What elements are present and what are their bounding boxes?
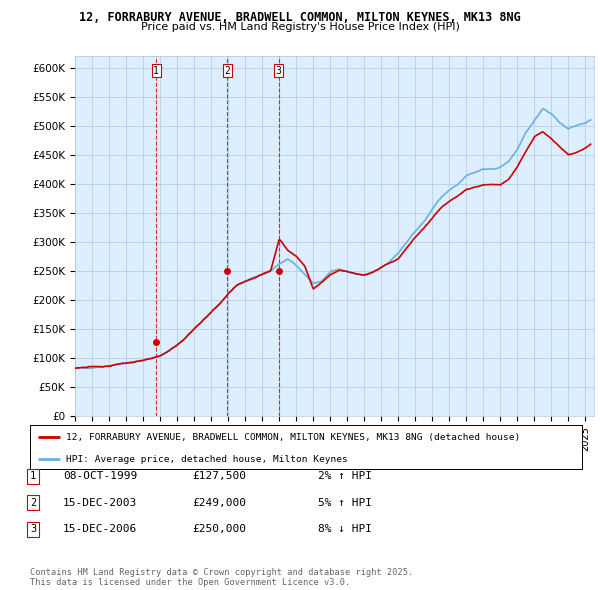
Text: Price paid vs. HM Land Registry's House Price Index (HPI): Price paid vs. HM Land Registry's House … — [140, 22, 460, 32]
Text: £249,000: £249,000 — [192, 498, 246, 507]
Text: 12, FORRABURY AVENUE, BRADWELL COMMON, MILTON KEYNES, MK13 8NG (detached house): 12, FORRABURY AVENUE, BRADWELL COMMON, M… — [66, 432, 520, 442]
Text: 12, FORRABURY AVENUE, BRADWELL COMMON, MILTON KEYNES, MK13 8NG: 12, FORRABURY AVENUE, BRADWELL COMMON, M… — [79, 11, 521, 24]
Text: 15-DEC-2006: 15-DEC-2006 — [63, 525, 137, 534]
Text: HPI: Average price, detached house, Milton Keynes: HPI: Average price, detached house, Milt… — [66, 455, 347, 464]
Text: 1: 1 — [153, 65, 159, 76]
Text: £250,000: £250,000 — [192, 525, 246, 534]
Text: 1: 1 — [30, 471, 36, 481]
Text: 2: 2 — [30, 498, 36, 507]
Text: 2: 2 — [224, 65, 230, 76]
Text: 15-DEC-2003: 15-DEC-2003 — [63, 498, 137, 507]
Text: 3: 3 — [30, 525, 36, 534]
Text: £127,500: £127,500 — [192, 471, 246, 481]
Text: 3: 3 — [275, 65, 281, 76]
Text: 2% ↑ HPI: 2% ↑ HPI — [318, 471, 372, 481]
Text: 5% ↑ HPI: 5% ↑ HPI — [318, 498, 372, 507]
Text: 08-OCT-1999: 08-OCT-1999 — [63, 471, 137, 481]
Text: Contains HM Land Registry data © Crown copyright and database right 2025.
This d: Contains HM Land Registry data © Crown c… — [30, 568, 413, 587]
Text: 8% ↓ HPI: 8% ↓ HPI — [318, 525, 372, 534]
